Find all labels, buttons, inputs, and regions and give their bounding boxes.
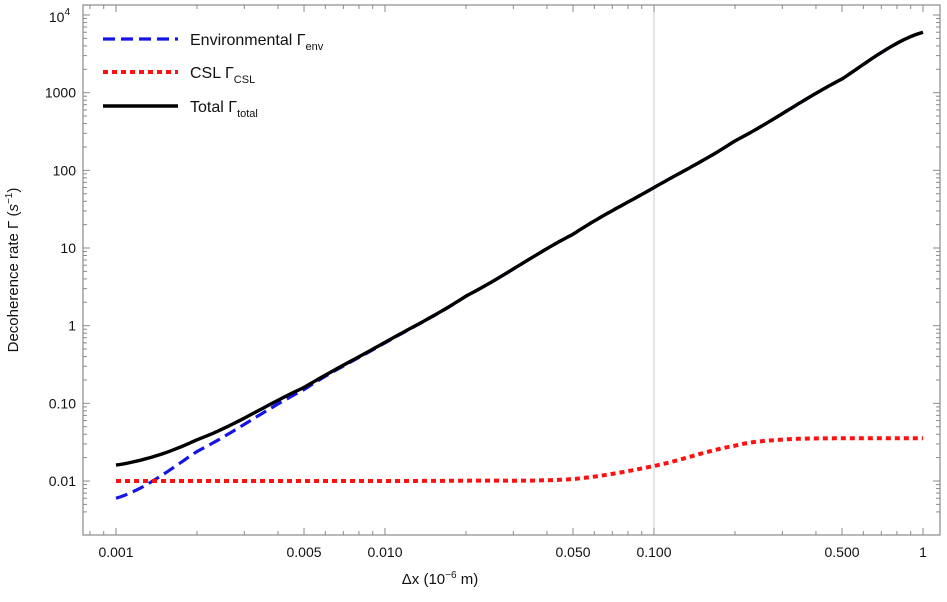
plot-series bbox=[115, 30, 924, 500]
x-tick-label: 0.500 bbox=[824, 544, 859, 560]
x-tick-label: 0.050 bbox=[555, 544, 590, 560]
y-tick-label: 104 bbox=[49, 7, 71, 25]
series-line-2 bbox=[115, 30, 924, 467]
y-tick-label: 0.10 bbox=[49, 395, 76, 411]
series-line-1 bbox=[116, 436, 923, 483]
x-tick-label: 0.001 bbox=[98, 544, 133, 560]
y-tick-label: 10 bbox=[60, 240, 76, 256]
legend-label-0: Environmental Γenv bbox=[190, 32, 324, 53]
y-axis-label: Decoherence rate Γ (s−1) bbox=[4, 188, 22, 353]
legend-label-2: Total Γtotal bbox=[190, 99, 258, 120]
x-axis-label: Δx (10−6 m) bbox=[402, 570, 478, 588]
x-tick-label: 0.010 bbox=[367, 544, 402, 560]
plot-frame bbox=[82, 4, 941, 536]
y-tick-label: 0.01 bbox=[49, 473, 76, 489]
y-tick-label: 1 bbox=[68, 318, 76, 334]
y-tick-label: 1000 bbox=[45, 85, 76, 101]
x-tick-label: 0.100 bbox=[636, 544, 671, 560]
x-tick-label: 0.005 bbox=[286, 544, 321, 560]
axes-frame bbox=[82, 4, 941, 536]
legend-label-1: CSL ΓCSL bbox=[190, 65, 255, 86]
x-axis-ticks: 0.001 0.005 0.010 0.050 0.100 0.500 1 bbox=[89, 5, 927, 560]
y-tick-label: 100 bbox=[53, 162, 77, 178]
legend: Environmental Γenv CSL ΓCSL Total Γtotal bbox=[103, 32, 324, 120]
x-tick-label: 1 bbox=[919, 544, 927, 560]
y-axis-ticks: 0.01 0.10 1 10 100 1000 104 bbox=[45, 7, 940, 513]
